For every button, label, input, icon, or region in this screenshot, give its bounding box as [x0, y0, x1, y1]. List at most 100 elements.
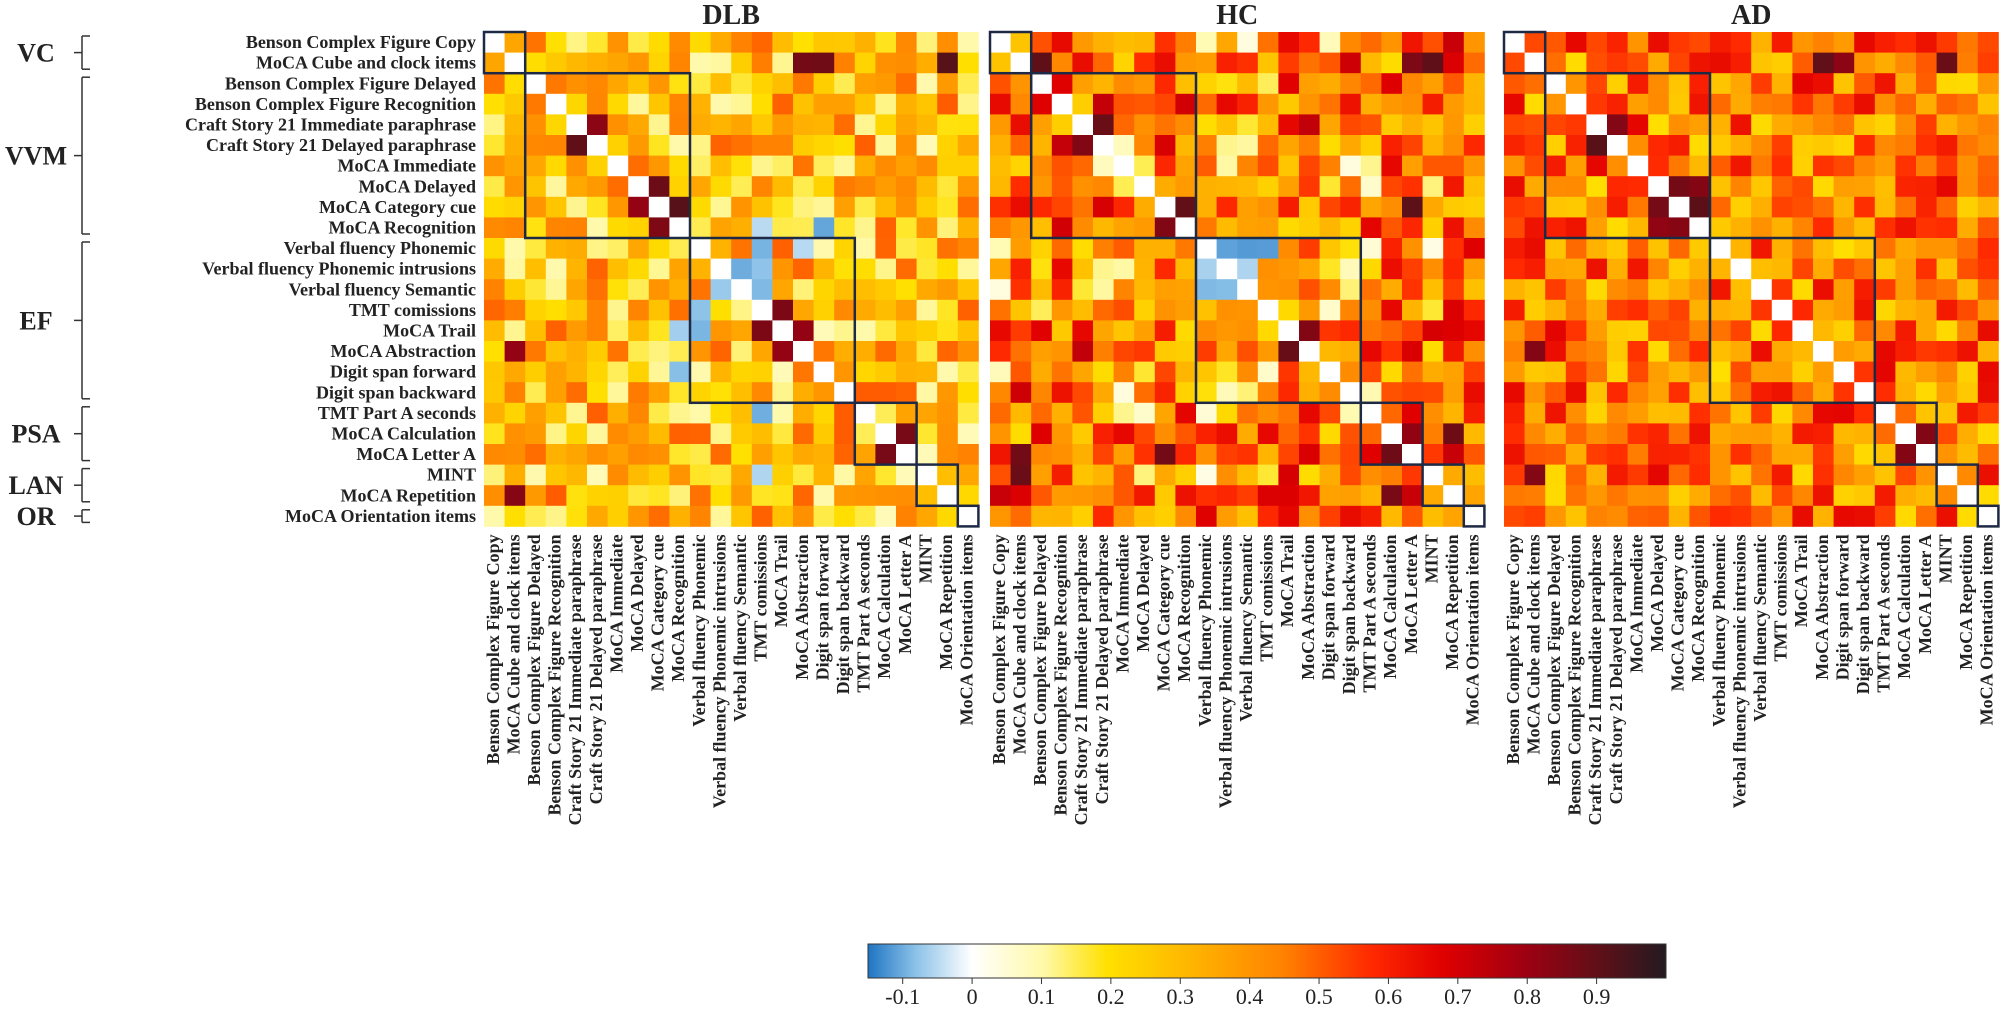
heatmap-cell	[669, 382, 691, 404]
col-label: MoCA Recognition	[1174, 534, 1194, 682]
heatmap-cell	[1319, 485, 1341, 507]
heatmap-cell	[1319, 361, 1341, 383]
heatmap-cell	[793, 320, 814, 342]
heatmap-cell	[1175, 299, 1197, 321]
heatmap-cell	[937, 155, 959, 177]
heatmap-cell	[1710, 73, 1731, 95]
heatmap-cell	[1381, 135, 1403, 156]
heatmap-cell	[1360, 176, 1382, 198]
heatmap-cell	[834, 402, 856, 424]
heatmap-cell	[1134, 341, 1156, 362]
heatmap-cell	[1936, 258, 1958, 280]
heatmap-cell	[1360, 93, 1382, 115]
heatmap-cell	[834, 444, 856, 465]
heatmap-cell	[710, 464, 732, 486]
heatmap-cell	[1299, 196, 1320, 218]
heatmap-cell	[1134, 73, 1156, 95]
heatmap-cell	[1051, 279, 1073, 301]
heatmap-cell	[1668, 155, 1690, 177]
heatmap-cell	[1854, 155, 1876, 177]
col-label: MoCA Repetition	[936, 534, 956, 669]
heatmap-cell	[1648, 382, 1670, 404]
heatmap-cell	[1113, 196, 1135, 218]
heatmap-cell	[1627, 382, 1649, 404]
heatmap-cell	[1977, 238, 1999, 259]
heatmap-cell	[1545, 341, 1567, 362]
heatmap-cell	[1668, 196, 1690, 218]
heatmap-cell	[1627, 196, 1649, 218]
heatmap-cell	[484, 341, 505, 362]
heatmap-cell	[710, 485, 732, 507]
heatmap-cell	[1607, 279, 1628, 301]
heatmap-cell	[607, 402, 629, 424]
heatmap-cell	[1813, 341, 1834, 362]
heatmap-cell	[731, 382, 753, 404]
heatmap-cell	[1051, 361, 1073, 383]
heatmap-cell	[854, 176, 876, 198]
heatmap-cell	[587, 196, 608, 218]
heatmap-cell	[1504, 505, 1525, 527]
heatmap-panel-hc	[988, 30, 1486, 528]
heatmap-cell	[1402, 93, 1423, 115]
heatmap-cell	[1524, 423, 1546, 445]
heatmap-cell	[1771, 505, 1793, 527]
heatmap-cell	[875, 423, 897, 445]
heatmap-cell	[545, 361, 567, 383]
heatmap-cell	[1586, 217, 1608, 239]
heatmap-cell	[1833, 320, 1855, 342]
heatmap-cell	[1093, 402, 1114, 424]
heatmap-cell	[937, 402, 959, 424]
heatmap-cell	[1031, 93, 1053, 115]
heatmap-cell	[1154, 464, 1176, 486]
heatmap-cell	[1257, 93, 1279, 115]
heatmap-cell	[957, 73, 979, 95]
heatmap-cell	[1072, 155, 1094, 177]
row-label: MoCA Orientation items	[285, 506, 476, 526]
heatmap-cell	[1627, 135, 1649, 156]
heatmap-cell	[1443, 485, 1465, 507]
heatmap-cell	[1916, 238, 1937, 259]
heatmap-cell	[875, 217, 897, 239]
heatmap-cell	[1031, 258, 1053, 280]
heatmap-cell	[1463, 485, 1485, 507]
heatmap-cell	[566, 135, 588, 156]
heatmap-cell	[1463, 464, 1485, 486]
heatmap-cell	[957, 155, 979, 177]
colorbar-tick-label: 0.1	[1028, 984, 1056, 1009]
heatmap-cell	[1813, 32, 1834, 53]
heatmap-cell	[1586, 155, 1608, 177]
heatmap-cell	[1751, 176, 1773, 198]
heatmap-cell	[834, 485, 856, 507]
heatmap-cell	[813, 423, 835, 445]
heatmap-cell	[793, 135, 814, 156]
heatmap-cell	[1504, 361, 1525, 383]
col-label: MoCA Trail	[1277, 534, 1297, 627]
heatmap-cell	[1051, 320, 1073, 342]
heatmap-cell	[1565, 258, 1587, 280]
heatmap-cell	[1154, 238, 1176, 259]
colorbar-tick-label: 0.6	[1375, 984, 1403, 1009]
heatmap-cell	[545, 299, 567, 321]
heatmap-cell	[751, 505, 773, 527]
heatmap-cell	[1299, 52, 1320, 74]
heatmap-cell	[1134, 135, 1156, 156]
heatmap-cell	[793, 464, 814, 486]
heatmap-cell	[607, 361, 629, 383]
heatmap-cell	[1340, 73, 1362, 95]
heatmap-cell	[1216, 93, 1238, 115]
heatmap-cell	[607, 176, 629, 198]
heatmap-cell	[607, 73, 629, 95]
heatmap-cell	[669, 258, 691, 280]
heatmap-cell	[1463, 52, 1485, 74]
heatmap-cell	[1072, 341, 1094, 362]
heatmap-cell	[1668, 114, 1690, 136]
heatmap-cell	[1113, 217, 1135, 239]
heatmap-cell	[1545, 196, 1567, 218]
heatmap-cell	[545, 114, 567, 136]
heatmap-cell	[1771, 258, 1793, 280]
heatmap-cell	[1957, 402, 1979, 424]
heatmap-cell	[607, 444, 629, 465]
heatmap-cell	[1134, 155, 1156, 177]
heatmap-cell	[566, 73, 588, 95]
heatmap-cell	[1319, 238, 1341, 259]
